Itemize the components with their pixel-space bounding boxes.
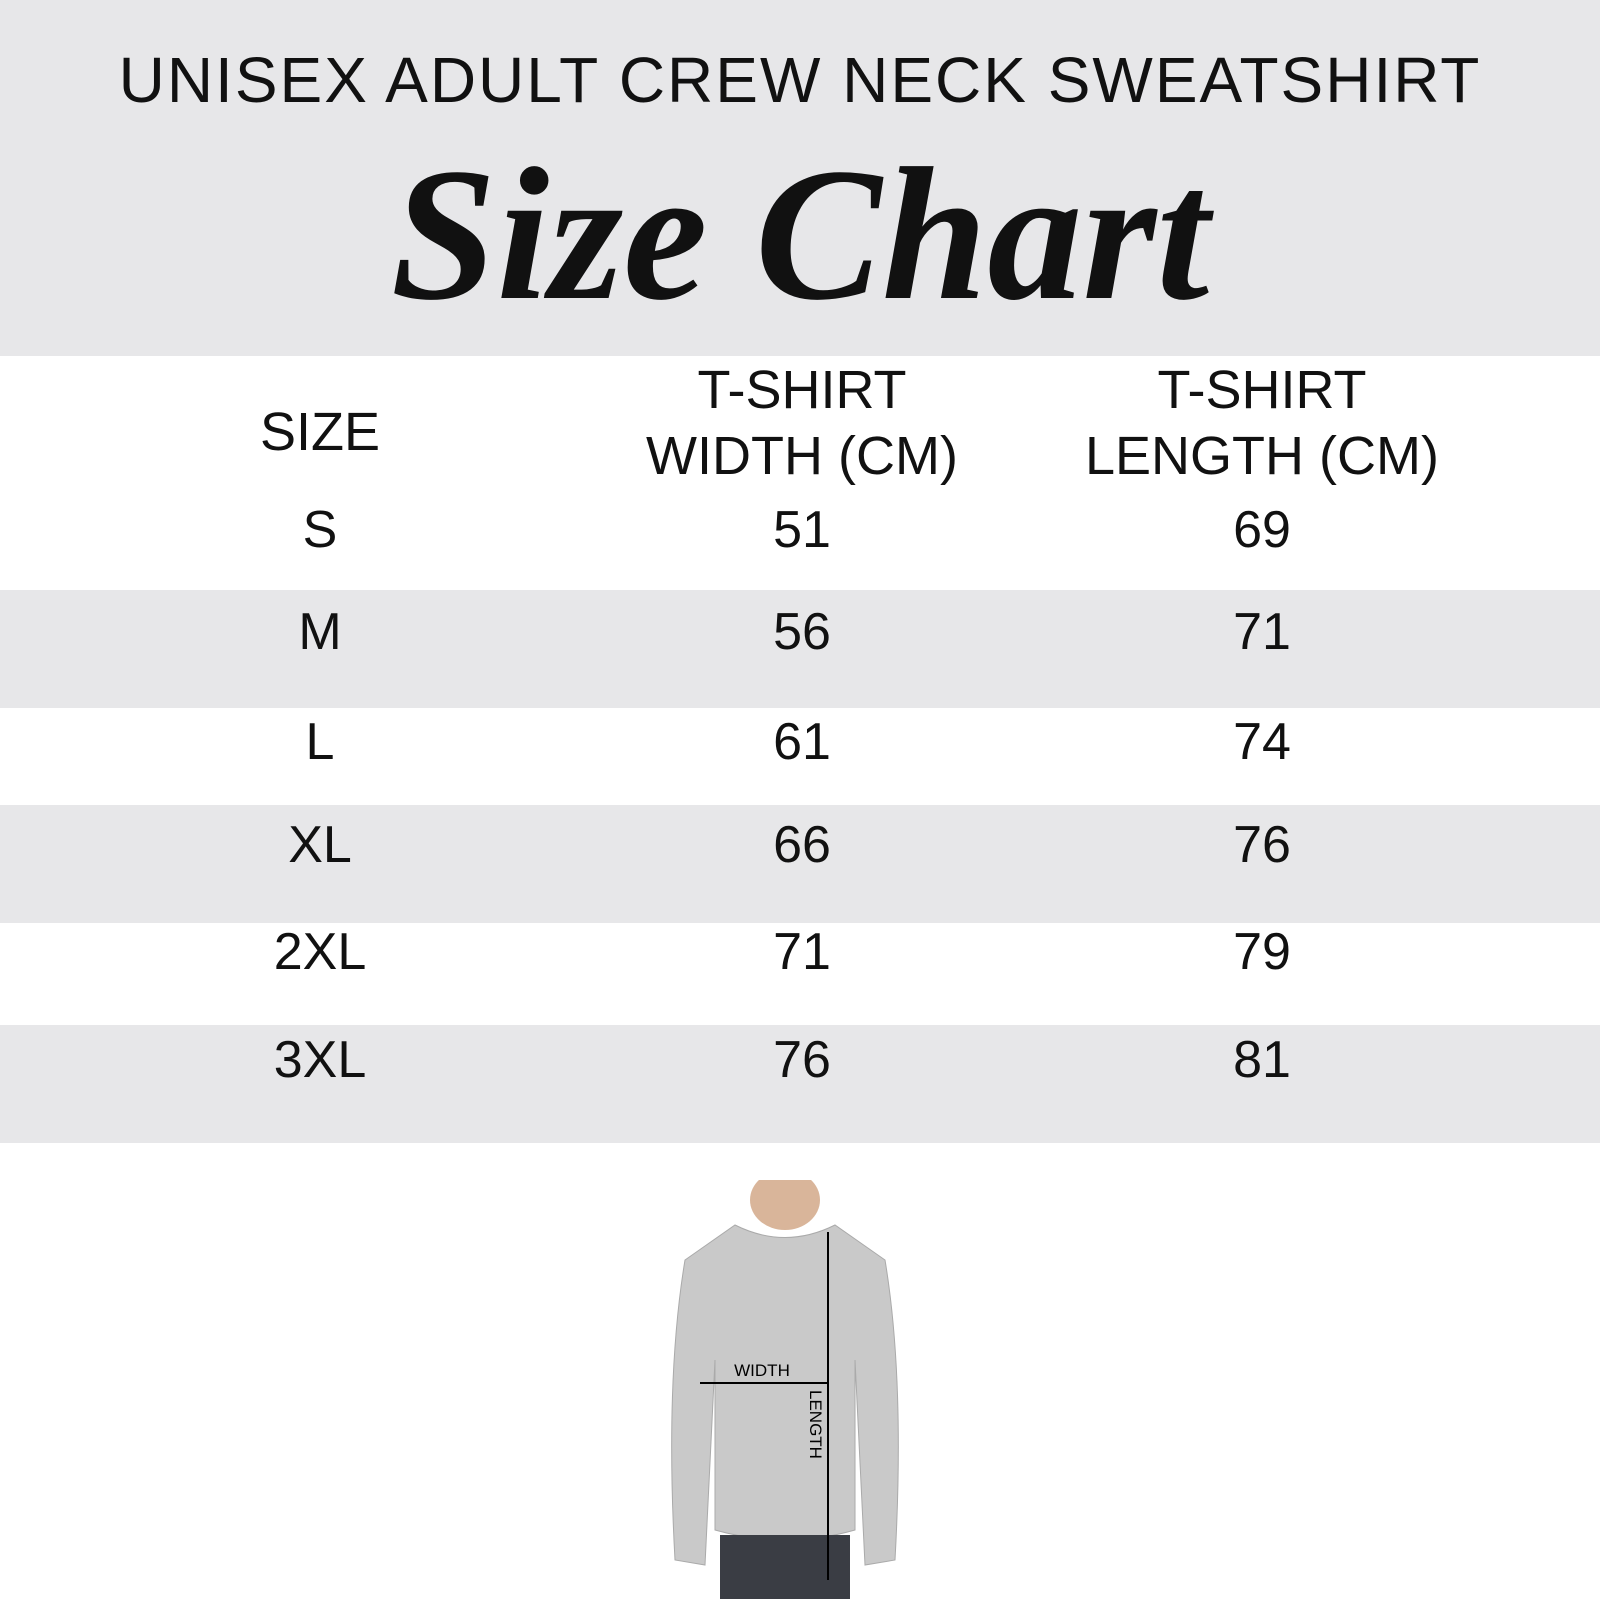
table-cell: M <box>298 603 342 661</box>
table-cell: 81 <box>1233 1031 1291 1089</box>
table-cell: 3XL <box>273 1031 367 1089</box>
table-cell: 79 <box>1233 923 1291 981</box>
table-cell: 69 <box>1233 501 1291 559</box>
table-cell: XL <box>288 816 352 874</box>
header-band <box>0 0 1600 356</box>
column-header: T-SHIRT <box>1157 360 1367 420</box>
table-cell: 66 <box>773 816 831 874</box>
column-header: SIZE <box>259 402 381 462</box>
width-label: WIDTH <box>734 1361 790 1380</box>
sweatshirt-diagram: WIDTH LENGTH <box>671 1180 899 1599</box>
table-cell: 76 <box>1233 816 1291 874</box>
title: UNISEX ADULT CREW NECK SWEATSHIRT <box>118 44 1482 116</box>
subtitle: Size Chart <box>390 130 1210 340</box>
table-cell: 74 <box>1233 713 1291 771</box>
table-cell: 71 <box>773 923 831 981</box>
length-label: LENGTH <box>806 1390 825 1459</box>
column-header: LENGTH (CM) <box>1085 426 1439 486</box>
row-band <box>0 590 1600 708</box>
table-cell: 76 <box>773 1031 831 1089</box>
row-band <box>0 805 1600 923</box>
row-band <box>0 1025 1600 1143</box>
column-header: T-SHIRT <box>697 360 907 420</box>
table-cell: 51 <box>773 501 831 559</box>
table-cell: 71 <box>1233 603 1291 661</box>
table-cell: 2XL <box>273 923 367 981</box>
table-cell: L <box>305 713 335 771</box>
table-cell: 61 <box>773 713 831 771</box>
column-header: WIDTH (CM) <box>646 426 958 486</box>
table-cell: S <box>302 501 338 559</box>
table-cell: 56 <box>773 603 831 661</box>
